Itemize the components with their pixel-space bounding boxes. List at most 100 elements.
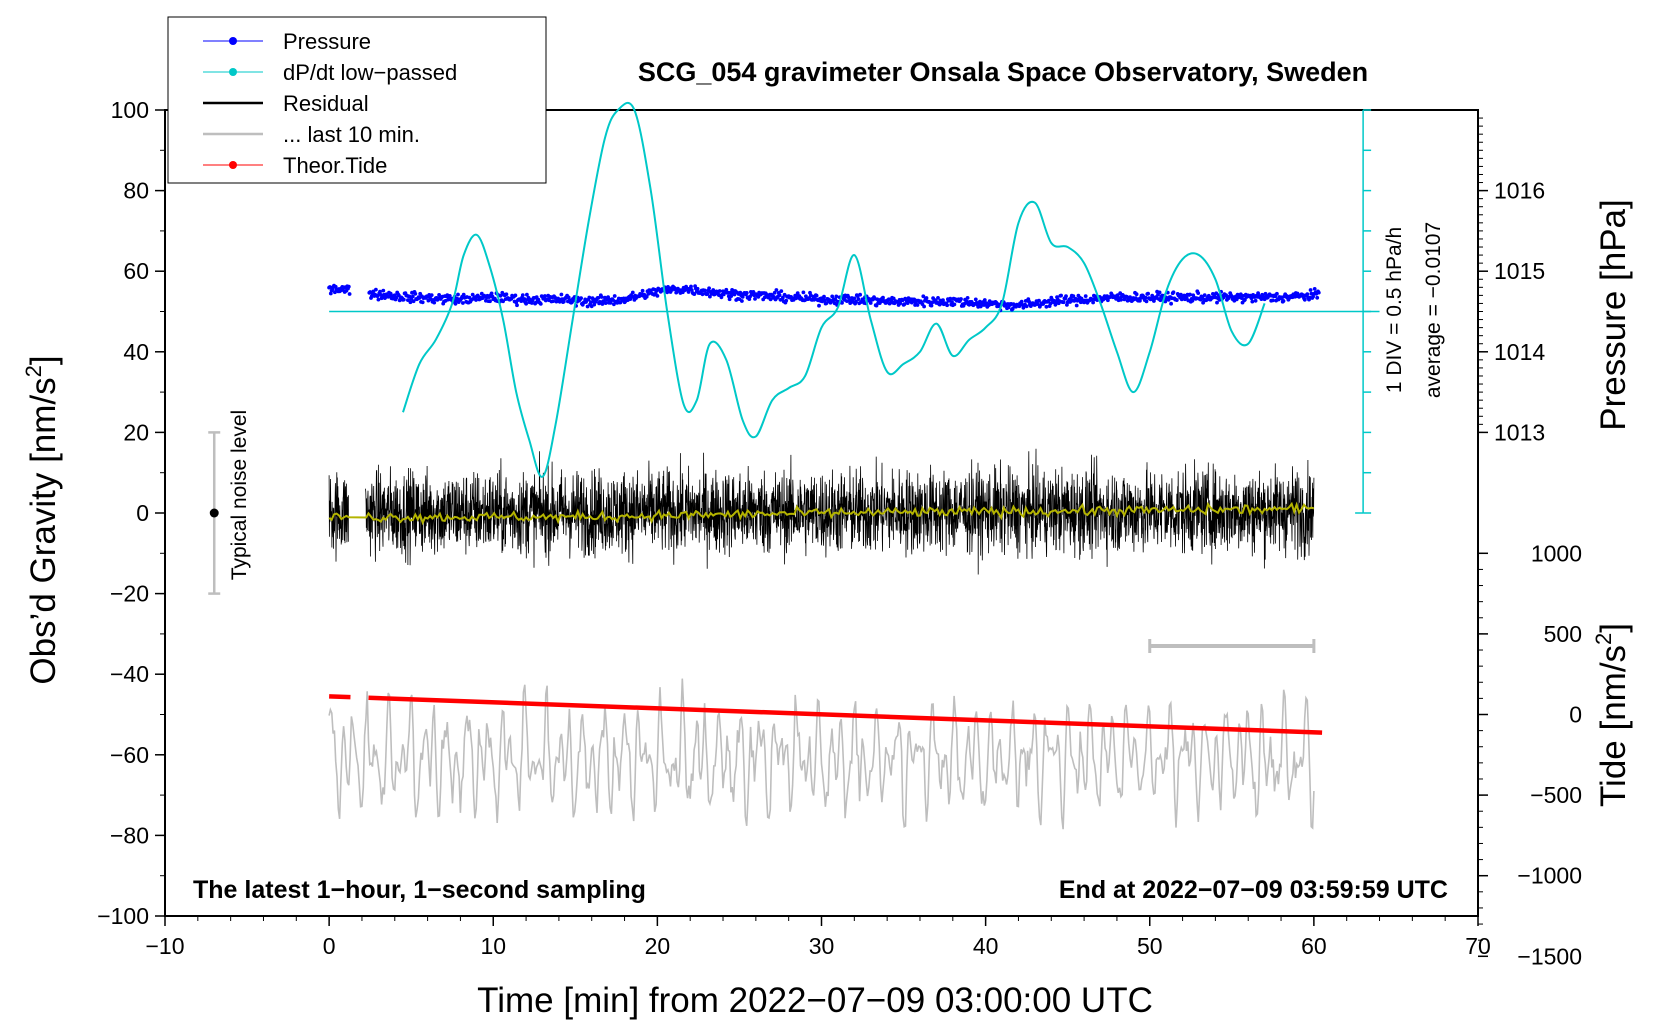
tide-line <box>329 694 351 700</box>
pressure-point <box>753 297 757 301</box>
pressure-point <box>504 292 509 297</box>
pressure-point <box>948 296 953 301</box>
pressure-point <box>1158 298 1163 303</box>
y-tick-label: 60 <box>123 258 149 284</box>
pressure-point <box>543 294 547 298</box>
pressure-point <box>328 291 333 296</box>
pressure-point <box>1037 298 1041 303</box>
pressure-point <box>432 300 437 305</box>
pressure-point <box>328 285 332 289</box>
pressure-point <box>915 303 920 307</box>
pressure-point <box>1202 293 1207 297</box>
pressure-point <box>579 296 583 300</box>
tide-tick-label: 1000 <box>1531 540 1582 566</box>
pressure-point <box>921 294 926 299</box>
pressure-point <box>1302 297 1307 302</box>
pressure-point <box>777 293 782 298</box>
pressure-point <box>1190 298 1195 303</box>
pressure-point <box>732 292 737 297</box>
x-axis-label: Time [min] from 2022−07−09 03:00:00 UTC <box>477 981 1153 1020</box>
tide-tick-label: −1000 <box>1517 863 1582 889</box>
pressure-point <box>1152 299 1156 303</box>
pressure-point <box>695 286 700 291</box>
pressure-point <box>489 291 494 296</box>
y-axis-label-sup: 2 <box>21 365 46 377</box>
pressure-axis-label: Pressure [hPa] <box>1594 199 1633 431</box>
pressure-point <box>689 284 693 289</box>
pressure-point <box>1315 295 1320 300</box>
pressure-point <box>1250 299 1255 304</box>
pressure-point <box>599 295 604 299</box>
legend-marker <box>229 161 237 169</box>
pressure-point <box>1215 300 1219 305</box>
legend-label: dP/dt low−passed <box>283 60 457 85</box>
pressure-point <box>600 302 605 306</box>
annotation-sampling: The latest 1−hour, 1−second sampling <box>193 876 646 904</box>
x-tick-label: 0 <box>323 933 336 959</box>
pressure-point <box>924 296 929 300</box>
pressure-point <box>347 292 352 296</box>
pressure-points <box>327 283 1321 313</box>
pressure-point <box>781 295 785 300</box>
y-axis-label-close: ] <box>24 355 63 365</box>
y-tick-label: −100 <box>97 903 149 929</box>
pressure-point <box>779 289 784 293</box>
legend-box <box>167 16 547 184</box>
pressure-point <box>1059 293 1063 298</box>
pressure-point <box>834 294 839 299</box>
x-tick-label: −10 <box>145 933 184 959</box>
pressure-point <box>411 299 416 304</box>
pressure-point <box>784 298 789 303</box>
pressure-point <box>1044 304 1049 309</box>
pressure-point <box>817 303 821 308</box>
pressure-point <box>1201 300 1205 305</box>
pressure-point <box>1157 290 1162 295</box>
y-tick-label: −40 <box>110 661 149 687</box>
pressure-point <box>707 286 711 291</box>
tide-axis-label-sup: 2 <box>1591 633 1616 645</box>
pressure-point <box>470 292 475 297</box>
pressure-point <box>375 294 380 298</box>
series-group <box>208 101 1380 830</box>
legend-marker <box>229 37 237 45</box>
pressure-point <box>1128 295 1132 300</box>
pressure-point <box>898 301 903 306</box>
chart-title: SCG_054 gravimeter Onsala Space Observat… <box>638 57 1368 87</box>
pressure-point <box>852 296 857 301</box>
pressure-point <box>822 294 826 299</box>
pressure-point <box>456 292 460 297</box>
pressure-point <box>833 297 838 302</box>
pressure-point <box>515 303 519 308</box>
pressure-point <box>952 302 957 307</box>
noise-center-point <box>209 508 219 518</box>
pressure-point <box>1071 294 1076 298</box>
pressure-point <box>1024 304 1029 309</box>
pressure-point <box>408 300 413 305</box>
y-tick-label: 40 <box>123 339 149 365</box>
pressure-point <box>1188 292 1192 297</box>
pressure-point <box>881 295 885 300</box>
pressure-point <box>612 294 617 298</box>
legend-label: Pressure <box>283 29 371 54</box>
pressure-point <box>551 299 556 303</box>
pressure-point <box>945 303 949 308</box>
pressure-point <box>368 290 373 294</box>
pressure-point <box>1243 297 1247 302</box>
tide-tick-label: 500 <box>1544 621 1582 647</box>
pressure-point <box>858 292 862 297</box>
pressure-point <box>705 292 710 296</box>
y-axis-label: Obs’d Gravity [nm/s2] <box>21 355 63 684</box>
pressure-point <box>394 295 399 300</box>
x-tick-label: 30 <box>809 933 835 959</box>
pressure-point <box>740 295 745 299</box>
pressure-point <box>520 293 525 297</box>
pressure-point <box>959 297 963 301</box>
pressure-point <box>950 300 954 304</box>
pressure-point <box>406 298 410 302</box>
pressure-point <box>559 292 564 297</box>
pressure-point <box>856 297 861 301</box>
pressure-point <box>840 301 844 305</box>
pressure-point <box>727 297 732 302</box>
pressure-point <box>1143 295 1148 300</box>
